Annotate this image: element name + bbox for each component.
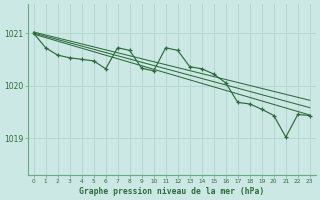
X-axis label: Graphe pression niveau de la mer (hPa): Graphe pression niveau de la mer (hPa) (79, 187, 264, 196)
